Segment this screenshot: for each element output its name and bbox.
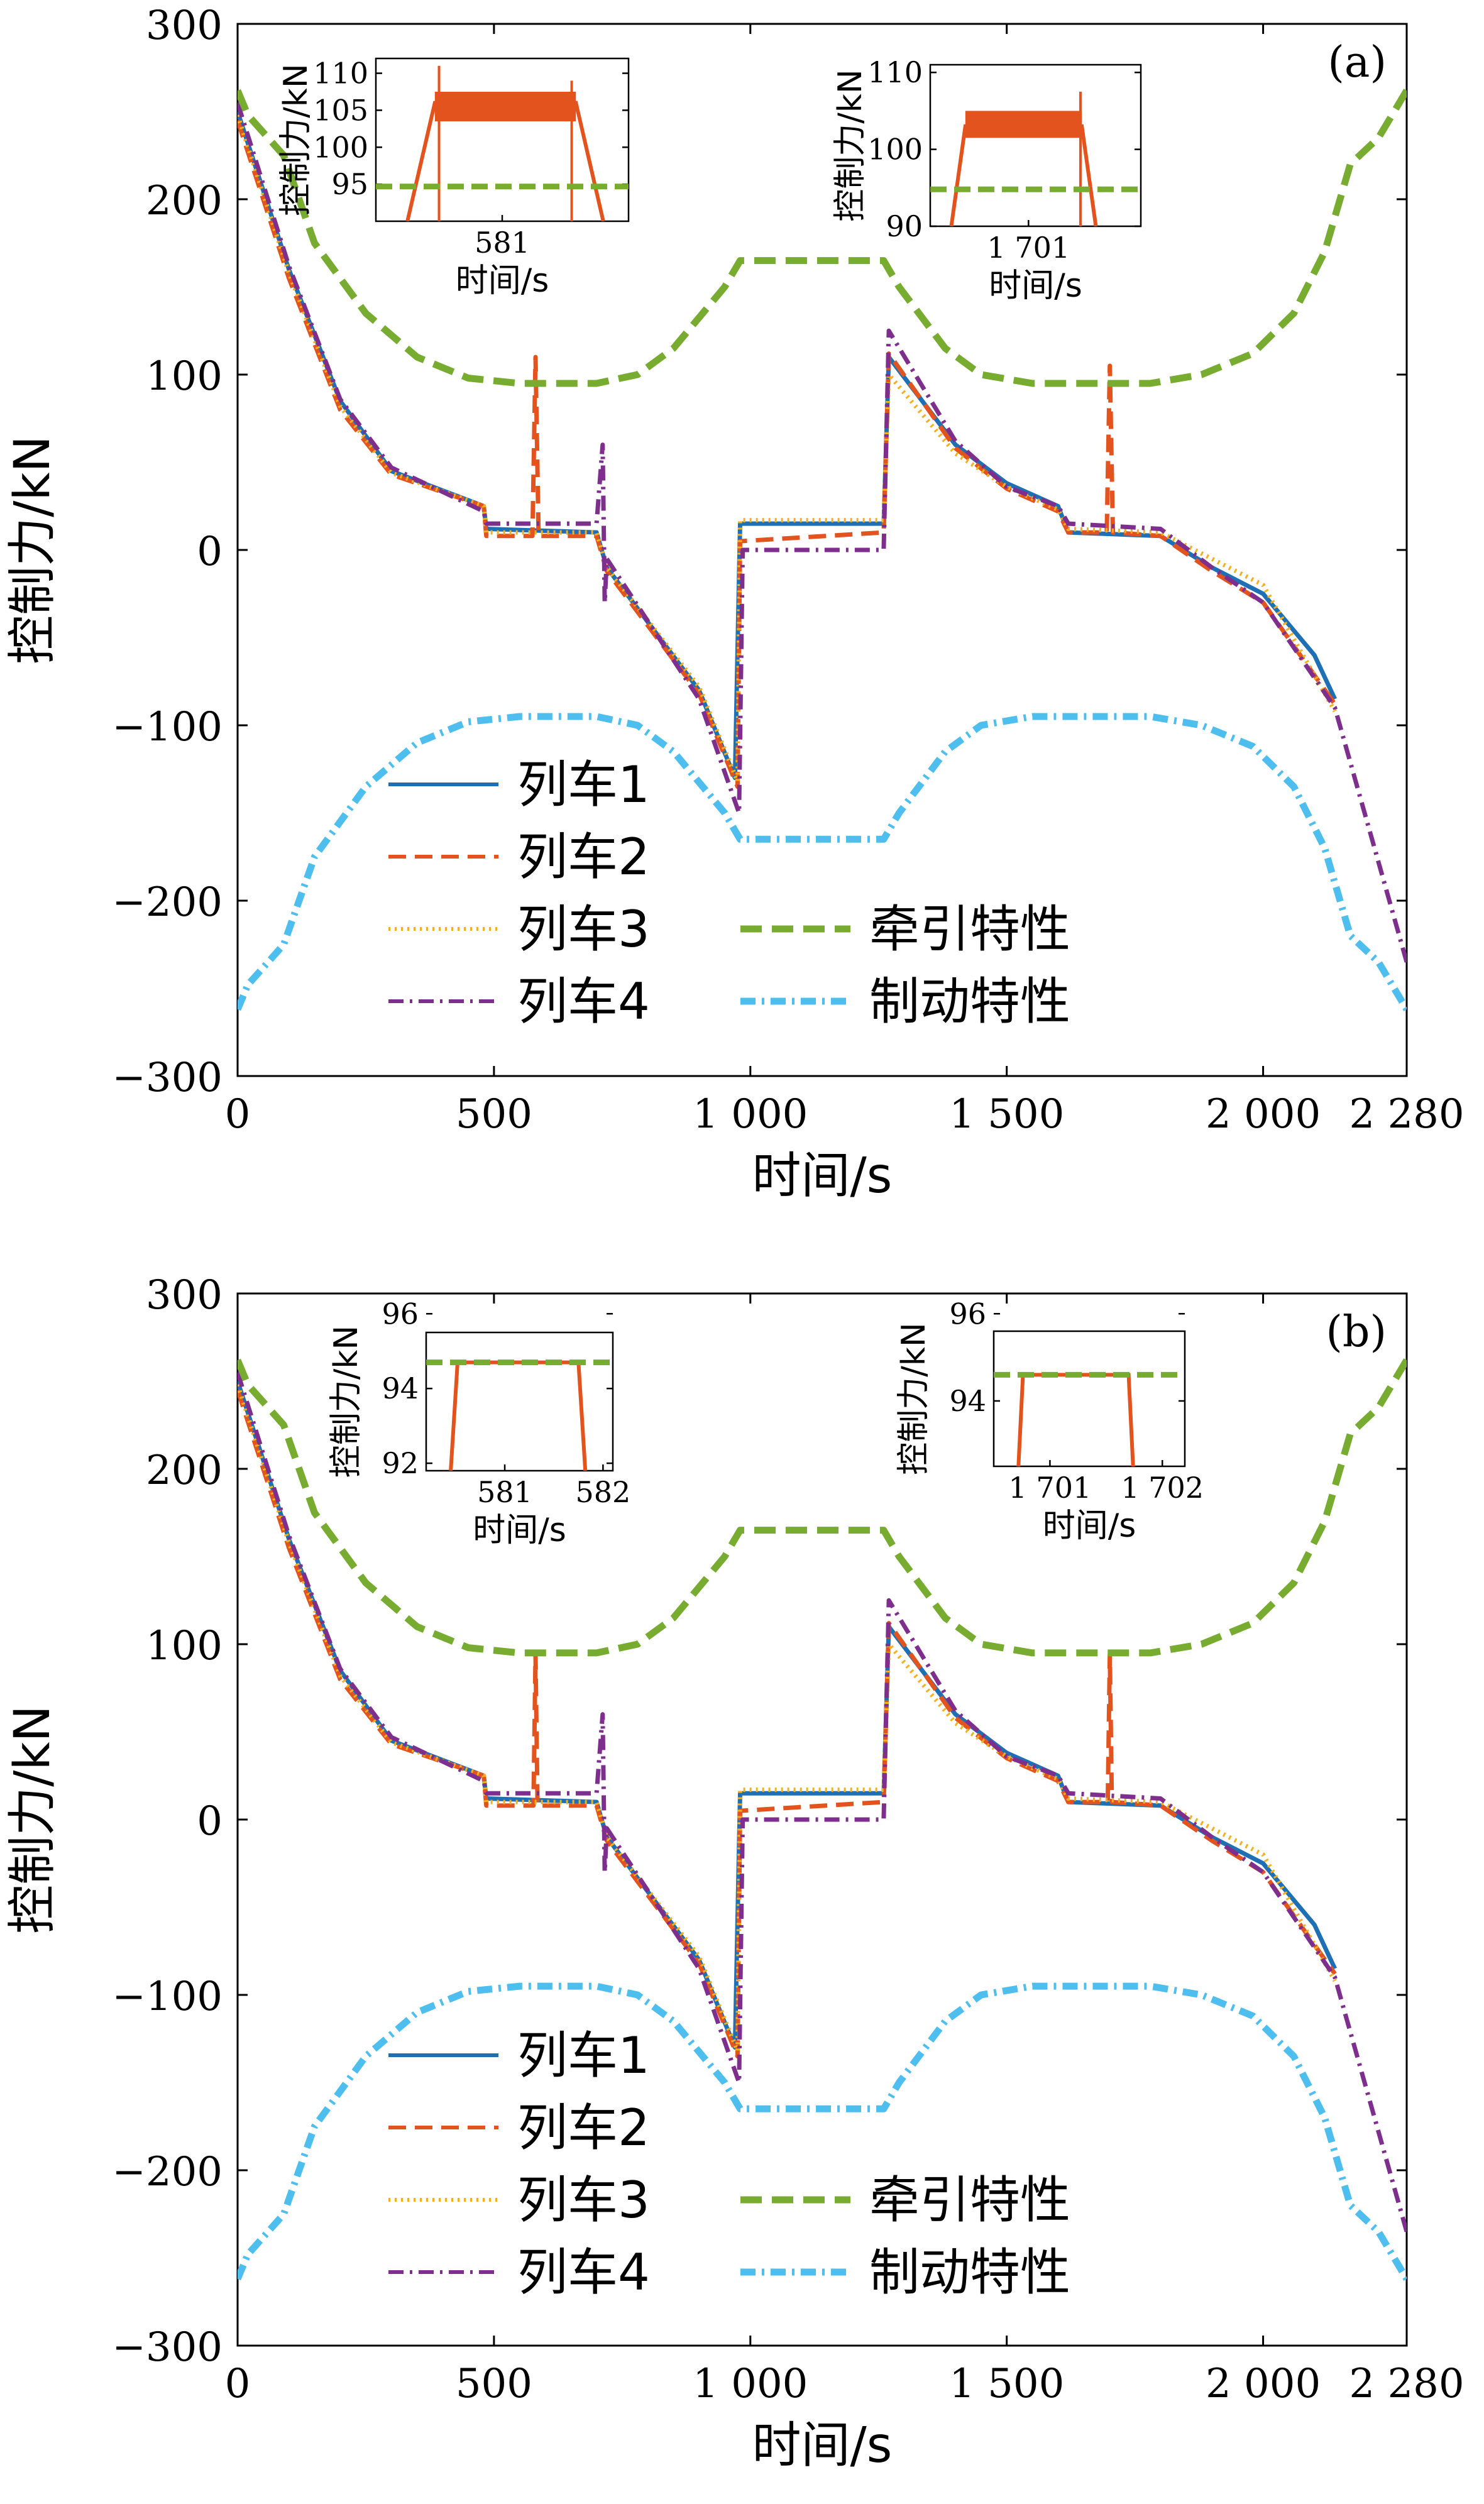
- inset-series-line-列车2: [449, 1360, 588, 1471]
- inset-x-tick-label: 581: [475, 226, 530, 260]
- series-line-列车4: [238, 1371, 1407, 2232]
- x-axis-title: 时间/s: [752, 2417, 893, 2474]
- inset-x-tick-label: 581: [477, 1475, 532, 1509]
- legend-label: 制动特性: [869, 972, 1070, 1031]
- legend-label: 牵引特性: [869, 2171, 1070, 2229]
- x-tick-label: 2 000: [1206, 1091, 1321, 1138]
- y-axis-title: 控制力/kN: [4, 1705, 61, 1934]
- x-tick-label: 0: [225, 1091, 251, 1138]
- inset-y-tick-label: 92: [382, 1446, 419, 1480]
- inset-series-line-列车2: [949, 124, 1098, 226]
- inset-frame: [992, 1330, 1186, 1468]
- x-tick-label: 2 280: [1349, 2361, 1464, 2407]
- legend-label: 列车1: [517, 755, 650, 814]
- series-group: [238, 1358, 1407, 2281]
- y-tick-label: 0: [197, 1798, 223, 1845]
- x-tick-label: 500: [456, 2361, 532, 2407]
- y-tick-label: 300: [146, 1272, 223, 1319]
- legend-label: 列车4: [517, 2243, 650, 2302]
- inset-series-line-列车2: [405, 101, 605, 221]
- inset-b-0: 92 94 96 581 582 时间/s 控制力/kN: [327, 1297, 630, 1549]
- y-tick-label: 200: [146, 1447, 223, 1494]
- legend-label: 列车1: [517, 2026, 650, 2085]
- x-axis-title: 时间/s: [752, 1148, 893, 1204]
- legend-label: 列车4: [517, 972, 650, 1031]
- inset-y-axis-title: 控制力/kN: [895, 1322, 933, 1475]
- inset-series-group: [376, 65, 629, 221]
- panel-label: (b): [1326, 1307, 1387, 1357]
- series-line-牵引特性: [238, 89, 1407, 387]
- y-tick-label: −200: [112, 2149, 223, 2195]
- x-tick-label: 1 000: [693, 2361, 808, 2407]
- series-line-制动特性: [238, 1982, 1407, 2281]
- inset-x-tick-label: 1 701: [1009, 1471, 1092, 1505]
- inset-frame: [375, 57, 630, 222]
- inset-series-group: [930, 91, 1141, 226]
- inset-x-tick-label: 1 702: [1121, 1471, 1204, 1505]
- x-tick-label: 2 280: [1349, 1091, 1464, 1138]
- x-tick-label: 1 000: [693, 1091, 808, 1138]
- inset-y-tick-label: 96: [382, 1297, 419, 1331]
- series-group: [238, 89, 1407, 1011]
- y-tick-label: −200: [112, 879, 223, 926]
- inset-series-group: [994, 1371, 1185, 1466]
- panel-label: (a): [1327, 38, 1387, 87]
- inset-y-tick-label: 94: [949, 1384, 986, 1418]
- y-tick-label: 300: [146, 3, 223, 49]
- legend-label: 制动特性: [869, 2243, 1070, 2302]
- y-tick-label: 100: [146, 1623, 223, 1669]
- series-line-牵引特性: [238, 1358, 1407, 1657]
- series-line-制动特性: [238, 713, 1407, 1011]
- inset-frame: [929, 63, 1142, 228]
- inset-y-tick-label: 96: [949, 1297, 986, 1331]
- legend-label: 列车3: [517, 900, 650, 958]
- y-tick-label: −300: [112, 1055, 223, 1101]
- inset-x-axis-title: 时间/s: [1043, 1507, 1136, 1545]
- inset-series-group: [426, 1359, 613, 1471]
- inset-y-tick-label: 95: [331, 167, 368, 201]
- inset-y-tick-label: 90: [886, 209, 923, 243]
- y-tick-label: 200: [146, 178, 223, 224]
- y-tick-label: 100: [146, 353, 223, 400]
- inset-y-axis-title: 控制力/kN: [327, 1326, 365, 1478]
- legend-label: 列车2: [517, 2099, 650, 2157]
- y-tick-label: −100: [112, 704, 223, 750]
- inset-y-tick-label: 105: [313, 93, 368, 127]
- x-tick-label: 0: [225, 2361, 251, 2407]
- x-tick-label: 1 500: [949, 1091, 1064, 1138]
- inset-y-axis-title: 控制力/kN: [277, 63, 315, 216]
- inset-y-axis-title: 控制力/kN: [832, 69, 869, 222]
- inset-x-axis-title: 时间/s: [473, 1512, 566, 1549]
- inset-x-tick-label: 1 701: [987, 231, 1070, 265]
- inset-y-tick-label: 100: [867, 133, 923, 167]
- inset-x-axis-title: 时间/s: [456, 262, 549, 300]
- y-tick-label: −300: [112, 2324, 223, 2371]
- y-tick-label: 0: [197, 529, 223, 575]
- inset-x-tick-label: 582: [575, 1475, 630, 1509]
- inset-oscillation-band: [434, 91, 576, 122]
- inset-oscillation-band: [965, 111, 1082, 138]
- series-line-列车4: [238, 102, 1407, 963]
- inset-y-tick-label: 110: [867, 55, 923, 89]
- inset-y-tick-label: 100: [313, 130, 368, 164]
- legend-label: 列车2: [517, 828, 650, 886]
- y-tick-label: −100: [112, 1974, 223, 2020]
- inset-y-tick-label: 94: [382, 1371, 419, 1405]
- inset-y-tick-label: 110: [313, 57, 368, 91]
- x-tick-label: 500: [456, 1091, 532, 1138]
- legend-label: 列车3: [517, 2171, 650, 2229]
- y-axis-title: 控制力/kN: [4, 436, 61, 664]
- inset-x-axis-title: 时间/s: [989, 267, 1082, 305]
- legend-label: 牵引特性: [869, 900, 1070, 958]
- x-tick-label: 2 000: [1206, 2361, 1321, 2407]
- x-tick-label: 1 500: [949, 2361, 1064, 2407]
